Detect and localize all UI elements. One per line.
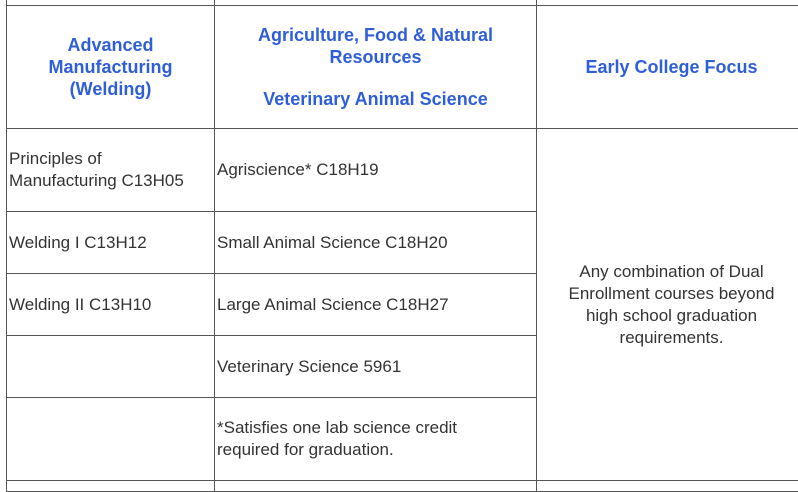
header-text: Early College Focus [537,56,798,78]
footnote-cell: *Satisfies one lab science credit requir… [215,398,537,481]
course-cell: Agriscience* C18H19 [215,129,537,212]
header-text: Veterinary Animal Science [215,88,536,110]
table-bottom-strip [7,481,798,492]
header-text: Manufacturing [7,56,214,78]
header-text: Resources [215,46,536,68]
course-cell: Welding II C13H10 [7,274,215,336]
course-cell: Veterinary Science 5961 [215,336,537,398]
course-text: Principles of [9,148,214,170]
early-college-text: high school graduation [545,305,798,327]
header-row: Advanced Manufacturing (Welding) Agricul… [7,6,798,129]
course-text: Large Animal Science C18H27 [217,295,449,314]
course-cell: Small Animal Science C18H20 [215,212,537,274]
course-cell-empty [7,398,215,481]
course-cell: Large Animal Science C18H27 [215,274,537,336]
course-text: Small Animal Science C18H20 [217,233,448,252]
early-college-text: Any combination of Dual [545,261,798,283]
course-cell: Welding I C13H12 [7,212,215,274]
early-college-text: Enrollment courses beyond [545,283,798,305]
header-early-college-focus: Early College Focus [537,6,798,129]
header-text: (Welding) [7,78,214,100]
header-agriculture: Agriculture, Food & Natural Resources Ve… [215,6,537,129]
pathways-table: Advanced Manufacturing (Welding) Agricul… [6,0,798,492]
course-text: Welding II C13H10 [9,295,151,314]
pathways-table-container: Advanced Manufacturing (Welding) Agricul… [6,0,798,490]
early-college-text: requirements. [545,327,798,349]
course-cell: Principles of Manufacturing C13H05 [7,129,215,212]
bottom-strip-cell [215,481,537,492]
header-advanced-manufacturing: Advanced Manufacturing (Welding) [7,6,215,129]
course-text: Manufacturing C13H05 [9,170,214,192]
course-text: Welding I C13H12 [9,233,147,252]
course-text: Agriscience* C18H19 [217,160,379,179]
course-cell-empty [7,336,215,398]
bottom-strip-cell [537,481,798,492]
early-college-cell: Any combination of Dual Enrollment cours… [537,129,798,481]
course-text: Veterinary Science 5961 [217,357,401,376]
header-text: Advanced [7,34,214,56]
header-text: Agriculture, Food & Natural [215,24,536,46]
bottom-strip-cell [7,481,215,492]
footnote-text: *Satisfies one lab science credit [217,417,536,439]
table-row: Principles of Manufacturing C13H05 Agris… [7,129,798,212]
footnote-text: required for graduation. [217,439,536,461]
header-spacer [215,68,536,88]
